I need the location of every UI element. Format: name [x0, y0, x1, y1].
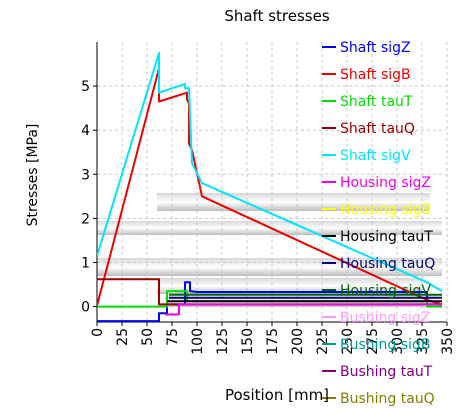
- legend-label: Housing sigZ: [340, 175, 431, 191]
- series-line-shaft-sigz: [97, 281, 442, 322]
- legend-label: Housing sigV: [340, 283, 431, 299]
- tick-labels: 0 25 50 75 100 125 150 175 200 225 250 275 300 325 350…: [81, 79, 456, 355]
- legend-label: Housing tauT: [340, 229, 433, 245]
- y-tick-label: 2: [81, 211, 90, 227]
- legend-label: Housing tauQ: [340, 256, 435, 272]
- y-tick-label: 4: [81, 123, 90, 139]
- x-tick-label: 25: [115, 328, 131, 346]
- x-tick-label: 0: [90, 328, 106, 337]
- y-tick-label: 1: [81, 255, 90, 271]
- legend-label: Shaft sigV: [340, 148, 411, 164]
- x-tick-label: 325: [415, 328, 431, 355]
- legend: Shaft sigZ Shaft sigB Shaft tauT Shaft tauQ…: [322, 40, 435, 407]
- legend-label: Bushing tauT: [340, 364, 433, 380]
- x-tick-label: 225: [315, 328, 331, 355]
- x-tick-label: 300: [390, 328, 406, 355]
- x-tick-label: 350: [440, 328, 456, 355]
- x-tick-label: 175: [265, 328, 281, 355]
- x-tick-label: 100: [190, 328, 206, 355]
- x-tick-label: 50: [140, 328, 156, 346]
- series-line-housing-sigz: [165, 303, 442, 316]
- x-tick-label: 75: [165, 328, 181, 346]
- legend-label: Shaft tauT: [340, 94, 413, 110]
- legend-label: Shaft sigB: [340, 67, 411, 83]
- legend-label: Bushing sigB: [340, 337, 430, 353]
- series-line-shaft-sigv: [97, 52, 443, 292]
- legend-label: Shaft sigZ: [340, 40, 411, 56]
- y-axis-label: Stresses [MPa]: [25, 124, 41, 227]
- y-tick-label: 5: [81, 79, 90, 95]
- legend-label: Housing sigB: [340, 202, 431, 218]
- series-lines: [97, 52, 443, 322]
- x-tick-label: 250: [340, 328, 356, 355]
- x-tick-label: 150: [240, 328, 256, 355]
- y-tick-label: 0: [81, 300, 90, 316]
- legend-label: Shaft tauQ: [340, 121, 415, 137]
- chart-title: Shaft stresses: [224, 7, 330, 25]
- x-tick-label: 275: [365, 328, 381, 355]
- x-tick-label: 200: [290, 328, 306, 355]
- x-tick-label: 125: [215, 328, 231, 355]
- legend-label: Bushing tauQ: [340, 391, 435, 407]
- legend-label: Bushing sigZ: [340, 310, 430, 326]
- y-tick-label: 3: [81, 167, 90, 183]
- x-axis-label: Position [mm]: [225, 386, 329, 404]
